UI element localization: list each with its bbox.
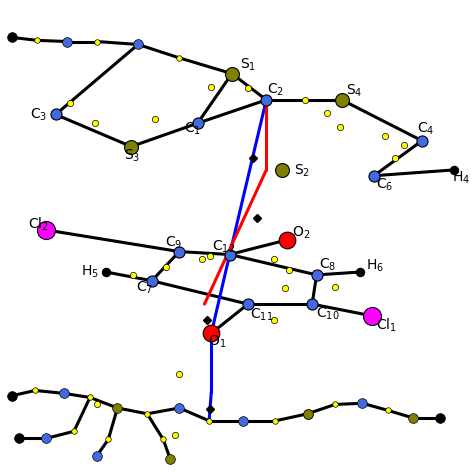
Text: C$_6$: C$_6$ xyxy=(376,176,393,193)
Text: C$_{10}$: C$_{10}$ xyxy=(316,305,339,322)
Text: C$_{12}$: C$_{12}$ xyxy=(212,239,236,255)
Text: C$_7$: C$_7$ xyxy=(136,280,153,296)
Text: C$_{11}$: C$_{11}$ xyxy=(250,306,273,323)
Text: S$_1$: S$_1$ xyxy=(240,57,256,73)
Text: Cl$_2$: Cl$_2$ xyxy=(28,216,49,233)
Text: O$_1$: O$_1$ xyxy=(208,334,226,350)
Text: S$_4$: S$_4$ xyxy=(346,82,363,99)
Text: H$_5$: H$_5$ xyxy=(81,264,99,280)
Text: S$_2$: S$_2$ xyxy=(294,163,310,179)
Text: C$_3$: C$_3$ xyxy=(30,106,48,123)
Text: O$_2$: O$_2$ xyxy=(292,225,310,241)
Text: Cl$_1$: Cl$_1$ xyxy=(376,317,397,334)
Text: C$_2$: C$_2$ xyxy=(267,81,284,98)
Text: H$_6$: H$_6$ xyxy=(366,257,384,274)
Text: C$_1$: C$_1$ xyxy=(184,121,201,137)
Text: C$_4$: C$_4$ xyxy=(418,121,435,137)
Text: C$_8$: C$_8$ xyxy=(319,256,336,273)
Text: C$_9$: C$_9$ xyxy=(164,235,182,251)
Text: H$_4$: H$_4$ xyxy=(452,170,470,186)
Text: S$_3$: S$_3$ xyxy=(124,147,141,164)
